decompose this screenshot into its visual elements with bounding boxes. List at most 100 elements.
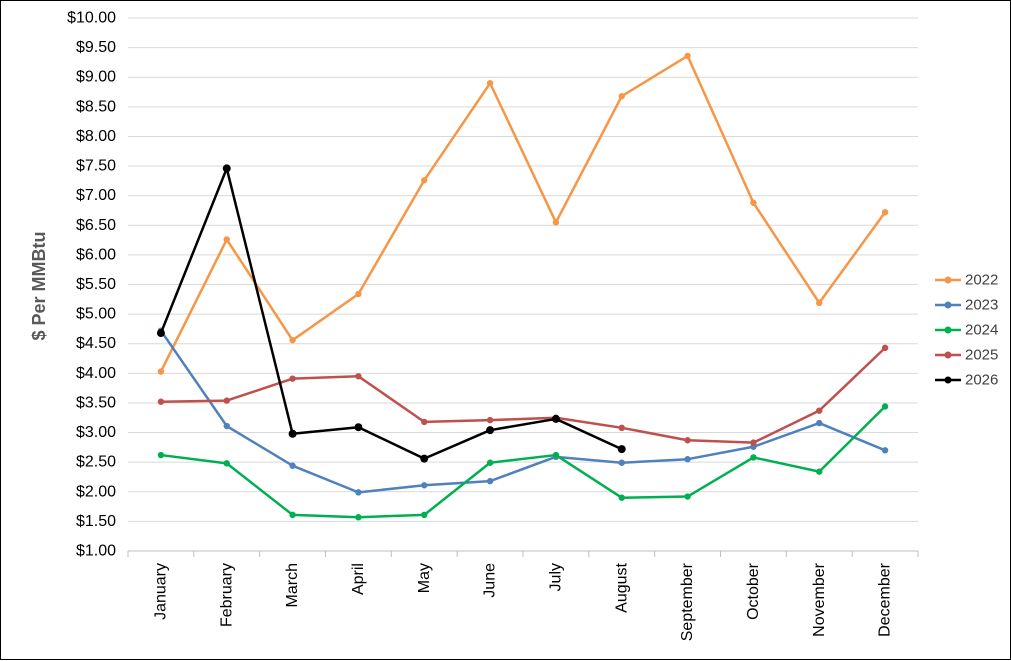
data-point bbox=[289, 336, 296, 344]
data-point bbox=[618, 424, 625, 432]
x-tick-label: September bbox=[679, 562, 696, 641]
y-tick-label: $8.00 bbox=[76, 128, 116, 145]
data-point bbox=[157, 451, 165, 459]
data-point bbox=[552, 451, 560, 459]
series-line bbox=[160, 346, 886, 444]
y-axis-ticks: $1.00 $1.50 $2.00 $2.50 $3.00 $3.50 $4.00 $4.50… bbox=[67, 10, 116, 560]
data-point bbox=[223, 397, 230, 404]
data-point bbox=[881, 209, 889, 216]
y-tick-label: $4.50 bbox=[76, 335, 116, 352]
data-point bbox=[223, 460, 230, 467]
x-tick-label: June bbox=[482, 563, 499, 598]
data-point bbox=[881, 403, 889, 410]
x-tick-label: October bbox=[745, 562, 762, 620]
data-point bbox=[750, 454, 757, 461]
data-point bbox=[816, 419, 823, 427]
legend-swatch-marker bbox=[944, 351, 952, 359]
data-point bbox=[618, 92, 625, 100]
series-2023 bbox=[157, 327, 889, 496]
data-point bbox=[288, 429, 297, 438]
data-point bbox=[421, 177, 428, 184]
series-line bbox=[160, 405, 886, 519]
data-point bbox=[354, 423, 363, 432]
data-point bbox=[617, 445, 626, 454]
legend-label: 2026 bbox=[965, 372, 998, 389]
data-point bbox=[355, 489, 362, 496]
legend-swatch-marker bbox=[944, 301, 952, 309]
legend-item-2022: 2022 bbox=[935, 272, 998, 289]
series-2024 bbox=[157, 403, 889, 521]
data-point bbox=[289, 375, 296, 382]
series-2022 bbox=[157, 52, 889, 375]
legend-item-2026: 2026 bbox=[935, 372, 998, 389]
series-line bbox=[159, 167, 623, 460]
y-tick-label: $3.50 bbox=[76, 394, 116, 411]
x-tick-label: May bbox=[416, 563, 433, 593]
y-tick-label: $9.50 bbox=[76, 39, 116, 56]
series-line bbox=[159, 54, 887, 373]
y-tick-label: $9.00 bbox=[76, 69, 116, 86]
data-point bbox=[289, 462, 296, 469]
legend-item-2024: 2024 bbox=[935, 322, 998, 339]
y-tick-label: $2.00 bbox=[76, 483, 116, 500]
x-axis bbox=[127, 550, 919, 557]
data-point bbox=[222, 164, 231, 173]
x-tick-label: March bbox=[284, 563, 301, 607]
legend-item-2025: 2025 bbox=[935, 347, 998, 364]
data-point bbox=[684, 52, 691, 60]
data-point bbox=[157, 398, 165, 405]
y-tick-label: $2.50 bbox=[76, 454, 116, 471]
data-point bbox=[618, 494, 625, 501]
data-point bbox=[355, 373, 362, 380]
y-tick-label: $10.00 bbox=[67, 10, 116, 27]
data-point bbox=[223, 422, 230, 430]
data-point bbox=[486, 79, 494, 87]
data-point bbox=[156, 329, 165, 338]
x-axis-ticks: January February March April May June July Augu… bbox=[152, 562, 893, 641]
y-tick-label: $7.00 bbox=[76, 187, 116, 204]
data-point bbox=[421, 482, 428, 489]
data-point bbox=[750, 439, 757, 446]
data-point bbox=[355, 514, 362, 521]
y-tick-label: $3.00 bbox=[76, 424, 116, 441]
data-point bbox=[684, 456, 691, 463]
data-point bbox=[750, 199, 757, 206]
y-tick-label: $5.50 bbox=[76, 276, 116, 293]
data-point bbox=[816, 407, 823, 414]
legend-swatch-marker bbox=[944, 376, 952, 384]
data-point bbox=[421, 511, 428, 519]
data-point bbox=[486, 459, 494, 466]
data-point bbox=[881, 447, 889, 454]
y-tick-label: $1.50 bbox=[76, 513, 116, 530]
data-point bbox=[421, 418, 428, 426]
y-tick-label: $7.50 bbox=[76, 158, 116, 175]
legend-swatch-marker bbox=[944, 276, 952, 284]
data-point bbox=[223, 236, 230, 243]
x-tick-label: December bbox=[877, 562, 894, 636]
data-point bbox=[552, 219, 560, 226]
legend-label: 2023 bbox=[965, 297, 998, 314]
series-2025 bbox=[157, 344, 889, 446]
data-point bbox=[816, 468, 823, 475]
series-lines bbox=[156, 52, 889, 521]
data-point bbox=[684, 493, 691, 500]
data-point bbox=[816, 299, 823, 307]
x-tick-label: January bbox=[152, 563, 169, 620]
x-tick-label: April bbox=[350, 563, 367, 595]
data-point bbox=[355, 290, 362, 298]
x-tick-label: November bbox=[811, 562, 828, 636]
legend-label: 2024 bbox=[965, 322, 998, 339]
data-point bbox=[684, 437, 691, 444]
data-point bbox=[486, 477, 494, 485]
x-tick-label: February bbox=[218, 563, 235, 627]
y-tick-label: $6.50 bbox=[76, 217, 116, 234]
data-point bbox=[551, 414, 560, 423]
data-point bbox=[157, 368, 165, 375]
data-point bbox=[618, 459, 625, 466]
data-point bbox=[420, 454, 429, 463]
data-point bbox=[486, 416, 494, 424]
data-point bbox=[881, 344, 889, 352]
data-point bbox=[486, 426, 495, 435]
